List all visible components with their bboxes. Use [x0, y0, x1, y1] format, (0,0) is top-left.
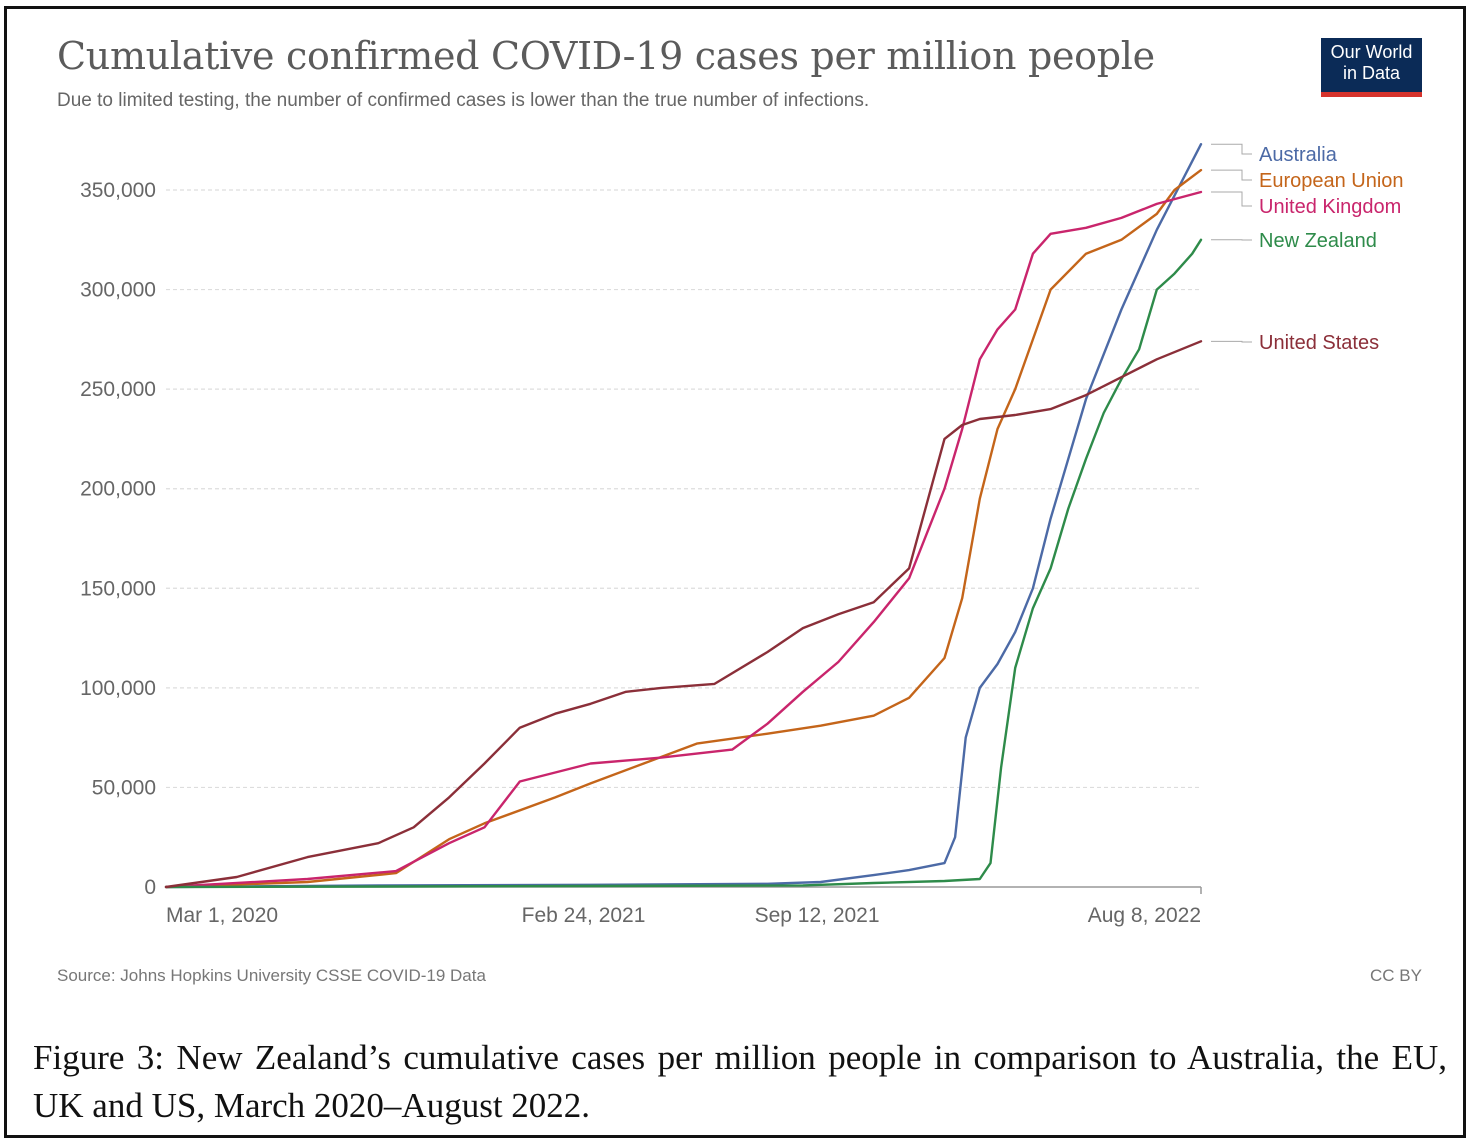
- legend-label-united-states: United States: [1259, 332, 1379, 354]
- series-line-new-zealand: [164, 238, 1203, 889]
- series-line-united-states: [164, 340, 1203, 889]
- x-tick-label: Feb 24, 2021: [522, 904, 646, 927]
- series-line-european-union: [164, 168, 1203, 889]
- x-tick-label: Sep 12, 2021: [755, 904, 880, 927]
- logo-line-2: in Data: [1342, 63, 1401, 83]
- series-line-australia: [164, 142, 1203, 889]
- figure-frame: [4, 6, 1466, 1138]
- legend-label-united-kingdom: United Kingdom: [1259, 196, 1401, 218]
- chart-subtitle: Due to limited testing, the number of co…: [57, 90, 870, 111]
- legend-connector: [1211, 191, 1252, 207]
- series-line-united-kingdom: [164, 190, 1203, 889]
- legend-label-european-union: European Union: [1259, 170, 1404, 192]
- figure-caption: Figure 3: New Zealand’s cumulative cases…: [33, 1038, 1447, 1125]
- legend-connector: [1211, 340, 1252, 343]
- source-note[interactable]: Source: Johns Hopkins University CSSE CO…: [57, 966, 486, 985]
- owid-logo[interactable]: Our World in Data: [1321, 38, 1422, 97]
- x-tick-label: Aug 8, 2022: [1088, 904, 1201, 927]
- legend-label-new-zealand: New Zealand: [1259, 230, 1377, 252]
- legend-connector: [1211, 143, 1252, 155]
- chart-title: Cumulative confirmed COVID-19 cases per …: [57, 34, 1155, 78]
- x-tick-label: Mar 1, 2020: [166, 904, 278, 927]
- y-tick-label: 300,000: [80, 279, 156, 302]
- legend-connector: [1211, 169, 1252, 181]
- license-note[interactable]: CC BY: [1370, 966, 1422, 985]
- y-tick-label: 50,000: [92, 776, 156, 799]
- y-tick-label: 250,000: [80, 378, 156, 401]
- legend-label-australia: Australia: [1259, 144, 1338, 166]
- y-tick-label: 100,000: [80, 677, 156, 700]
- y-tick-label: 150,000: [80, 577, 156, 600]
- y-tick-label: 200,000: [80, 478, 156, 501]
- y-tick-label: 350,000: [80, 179, 156, 202]
- y-tick-label: 0: [144, 876, 156, 899]
- logo-line-1: Our World: [1330, 42, 1413, 62]
